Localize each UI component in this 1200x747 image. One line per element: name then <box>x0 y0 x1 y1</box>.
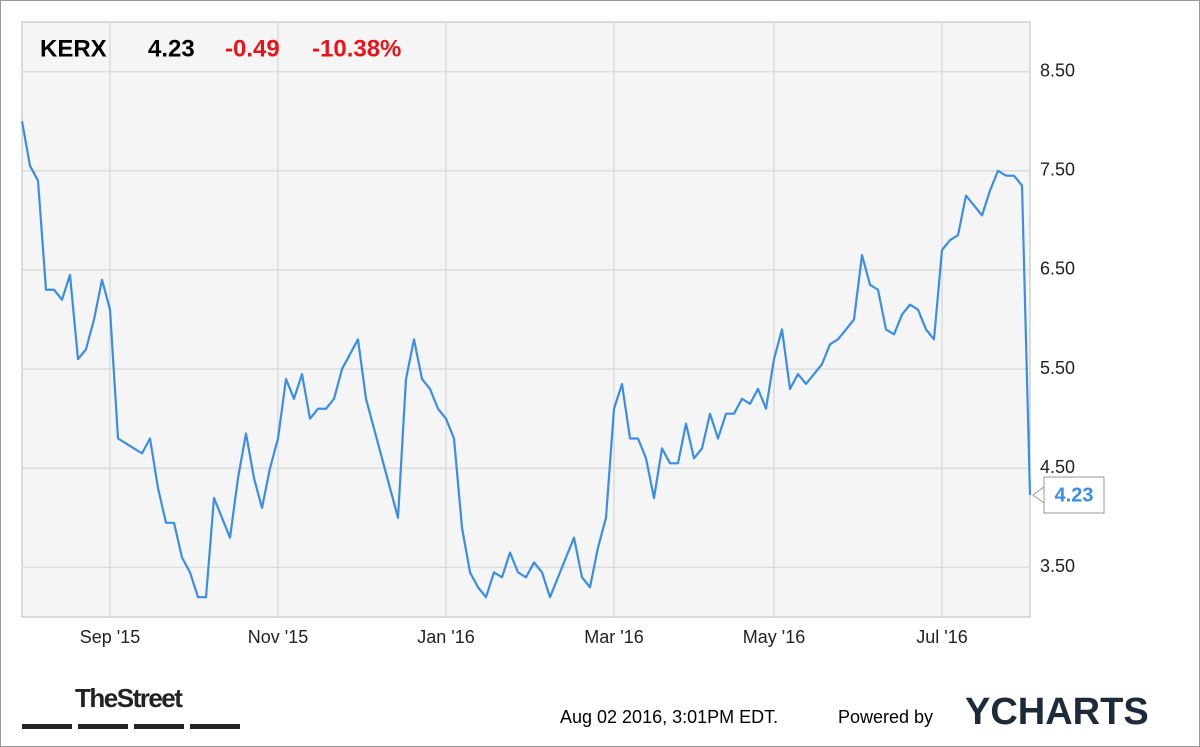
y-tick-label: 7.50 <box>1040 160 1075 180</box>
y-tick-label: 3.50 <box>1040 556 1075 576</box>
x-tick-label: Jul '16 <box>916 627 967 647</box>
plot-area <box>21 21 1031 618</box>
y-tick-label: 6.50 <box>1040 259 1075 279</box>
price-line <box>20 120 1032 599</box>
x-tick-label: Nov '15 <box>248 627 308 647</box>
y-tick-label: 8.50 <box>1040 60 1075 80</box>
logo-bars <box>22 724 240 729</box>
x-tick-label: Mar '16 <box>584 627 643 647</box>
logo-bar <box>190 724 240 729</box>
x-tick-label: May '16 <box>743 627 805 647</box>
brand-logo: YCHARTS <box>965 691 1149 733</box>
y-tick-label: 5.50 <box>1040 358 1075 378</box>
x-tick-label: Jan '16 <box>417 627 474 647</box>
logo-bar <box>22 724 72 729</box>
logo-bar <box>78 724 128 729</box>
last-value-box <box>1043 476 1105 514</box>
timestamp: Aug 02 2016, 3:01PM EDT. <box>560 707 778 727</box>
y-tick-label: 4.50 <box>1040 457 1075 477</box>
source-logo: TheStreet <box>75 683 183 713</box>
last-value-label: 4.23 <box>1055 484 1094 506</box>
change: -0.49 <box>225 35 280 62</box>
logo-bar <box>134 724 184 729</box>
x-tick-label: Sep '15 <box>80 627 141 647</box>
price: 4.23 <box>148 35 195 62</box>
change-percent: -10.38% <box>312 35 401 62</box>
ticker: KERX <box>40 35 107 62</box>
powered-by: Powered by <box>838 707 933 727</box>
